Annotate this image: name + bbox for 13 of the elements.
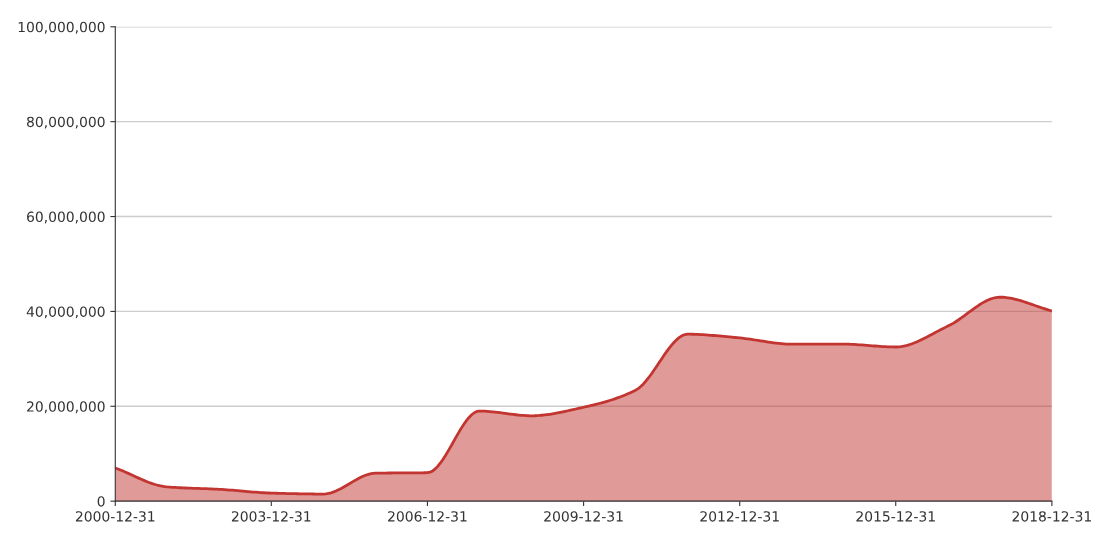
y-tick-label: 40,000,000 <box>26 306 105 319</box>
x-tick-label: 2006-12-31 <box>388 511 467 522</box>
y-tick-label: 0 <box>97 496 105 507</box>
x-tick-label: 2012-12-31 <box>700 511 779 522</box>
x-tick-label: 2003-12-31 <box>231 511 311 522</box>
y-tick-label: 60,000,000 <box>27 211 105 224</box>
y-tick-label: 80,000,000 <box>26 116 105 129</box>
y-tick-label: 20,000,000 <box>27 401 105 414</box>
x-tick-label: 2015-12-31 <box>856 511 935 522</box>
x-tick-label: 2018-12-31 <box>1012 511 1091 522</box>
y-tick-label: 100,000,000 <box>18 21 105 34</box>
x-tick-label: 2000-12-31 <box>75 511 155 522</box>
x-tick-label: 2009-12-31 <box>544 511 623 522</box>
